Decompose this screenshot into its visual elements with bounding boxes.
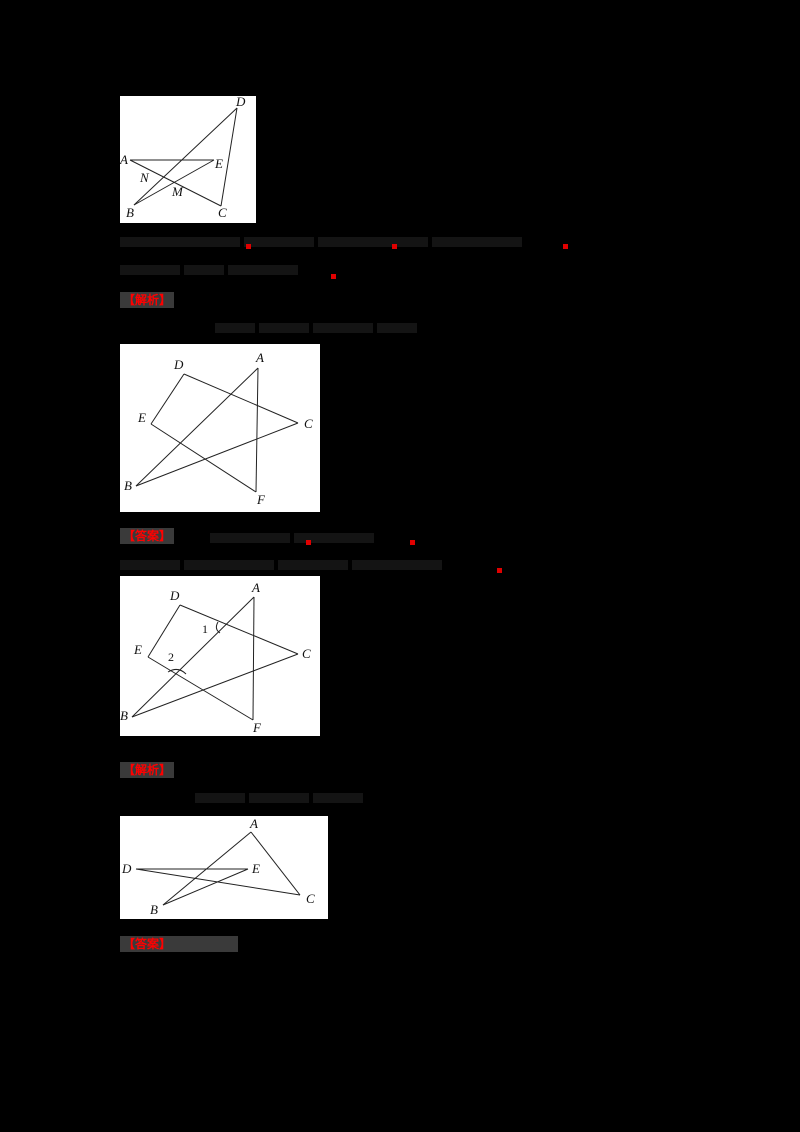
label-B: B [120,708,128,723]
geometry-diagram-1: D A E N M B C [120,96,246,220]
text-line [210,530,410,544]
red-mark [563,244,568,249]
label-C: C [304,416,313,431]
figure-1: D A E N M B C [120,96,256,223]
label-D: D [235,96,246,109]
label-B: B [126,205,134,220]
label-D: D [173,357,184,372]
geometry-diagram-2: D A E C B F [124,350,313,507]
label-D: D [169,588,180,603]
angle-2-label: 2 [168,650,174,664]
geometry-diagram-3: D A E C B F 1 2 [120,580,311,735]
red-mark [410,540,415,545]
label-N: N [139,170,150,185]
red-mark [392,244,397,249]
text-line [120,234,560,248]
label-M: M [171,184,184,199]
section-tag: 【解析】 [120,292,175,308]
geometry-diagram-4: A D E C B [121,816,315,917]
label-C: C [306,891,315,906]
label-B: B [124,478,132,493]
text-line [120,262,330,276]
red-mark [331,274,336,279]
label-A: A [255,350,264,365]
label-F: F [252,720,262,735]
text-line [120,557,500,571]
figure-4: A D E C B [120,816,328,919]
figure-2: D A E C B F [120,344,320,512]
red-mark [246,244,251,249]
label-C: C [302,646,311,661]
red-mark [497,568,502,573]
label-B: B [150,902,158,917]
label-E: E [133,642,142,657]
figure-3: D A E C B F 1 2 [120,576,320,736]
section-tag: 【解析】 [120,762,175,778]
label-C: C [218,205,227,220]
angle-1-label: 1 [202,622,208,636]
label-A: A [249,816,258,831]
text-line [195,790,420,804]
label-F: F [256,492,266,507]
label-A: A [251,580,260,595]
label-A: A [120,152,128,167]
label-E: E [251,861,260,876]
section-tag: 【答案】 [120,528,175,544]
label-E: E [137,410,146,425]
section-tag: 【答案】 [120,936,238,952]
label-D: D [121,861,132,876]
red-mark [306,540,311,545]
label-E: E [214,156,223,171]
text-line [215,320,435,334]
